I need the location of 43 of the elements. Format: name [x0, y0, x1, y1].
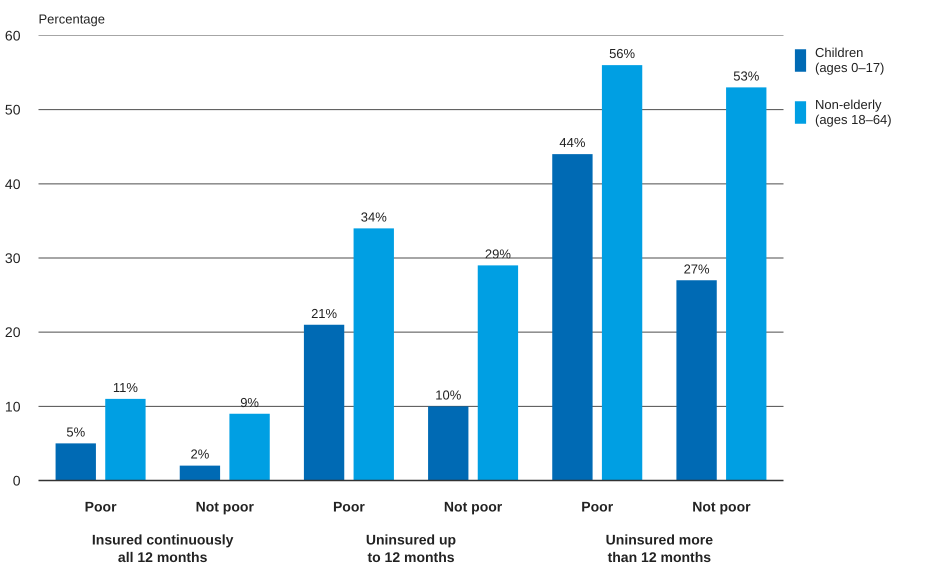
bar	[726, 87, 766, 480]
bar	[676, 280, 717, 480]
bar	[180, 466, 220, 480]
y-axis-title: Percentage	[38, 12, 105, 26]
bar	[428, 406, 468, 480]
x-tick-label: Poor	[84, 498, 118, 514]
x-tick-label: Not poor	[444, 498, 503, 514]
text: Insured continuously all 12 months	[92, 532, 234, 566]
bar	[354, 228, 394, 480]
bar	[552, 154, 593, 480]
text: Uninsured up to 12 months	[366, 532, 456, 566]
data-label: 34%	[360, 209, 388, 224]
data-label: 11%	[112, 380, 138, 395]
data-label: 10%	[435, 387, 462, 402]
y-tick-label: 0	[12, 472, 21, 488]
bar	[602, 65, 642, 480]
y-tick-label: 10	[4, 398, 21, 414]
y-tick-label: 60	[4, 28, 21, 44]
y-tick-label: 40	[4, 176, 21, 192]
legend-label: Non-elderly (ages 18–64)	[815, 97, 892, 127]
y-tick-label: 50	[4, 102, 21, 118]
data-label: 21%	[311, 306, 338, 321]
x-tick-label: Poor	[332, 498, 366, 514]
data-label: 44%	[559, 135, 586, 150]
y-tick-label: 30	[4, 250, 21, 266]
data-label: 9%	[240, 394, 260, 410]
data-label: 2%	[190, 446, 210, 462]
bar	[105, 398, 146, 480]
data-label: 53%	[733, 68, 760, 84]
bar	[304, 324, 344, 480]
x-tick-label: Poor	[581, 498, 614, 514]
x-tick-label: Not poor	[692, 498, 752, 514]
data-label: 5%	[66, 424, 86, 440]
bar	[56, 443, 96, 480]
text: Uninsured more than 12 months	[606, 532, 714, 566]
bar	[478, 265, 518, 480]
legend-label: Children (ages 0–17)	[815, 45, 884, 75]
y-tick-label: 20	[4, 324, 21, 340]
data-label: 29%	[484, 246, 512, 262]
bar	[229, 414, 270, 480]
data-label: 27%	[684, 261, 710, 276]
x-tick-label: Not poor	[196, 498, 254, 514]
data-label: 56%	[609, 46, 636, 62]
